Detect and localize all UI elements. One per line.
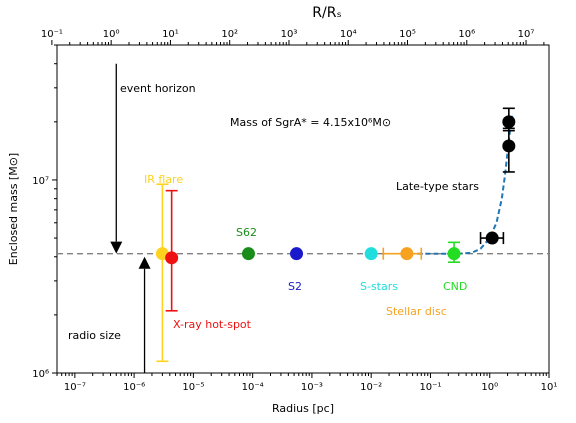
top-tick-label: 10¹ <box>162 29 179 40</box>
x-tick-label: 10⁻⁵ <box>182 382 204 393</box>
top-tick-label: 10⁵ <box>399 29 416 40</box>
label-s2: S2 <box>288 280 302 293</box>
x-tick-label: 10⁻¹ <box>419 382 441 393</box>
label-s-stars: S-stars <box>360 280 398 293</box>
x-tick-label: 10¹ <box>541 382 558 393</box>
arrows <box>110 63 151 373</box>
data-point <box>290 247 304 261</box>
annotation-text: Mass of SgrA* = 4.15x10⁶M⊙ <box>230 116 391 129</box>
x-tick-label: 10⁻⁷ <box>64 382 86 393</box>
model-curve <box>417 115 514 255</box>
data-point <box>364 247 378 261</box>
data-point <box>241 247 255 261</box>
label-radio-size: radio size <box>68 329 121 342</box>
top-tick-label: 10⁻¹ <box>41 29 63 40</box>
data-point <box>165 251 179 265</box>
x-tick-label: 10⁻⁴ <box>242 382 264 393</box>
axis-ticks: 10⁻⁷ 10⁻⁶ 10⁻⁵ 10⁻⁴ 10⁻³ 10⁻² 10⁻¹ 10⁰ 10¹ 10⁻¹ 10… <box>32 29 557 393</box>
x-tick-label: 10⁻³ <box>301 382 323 393</box>
x-tick-label: 10⁻⁶ <box>123 382 145 393</box>
label-event-horizon: event horizon <box>120 82 196 95</box>
data-points <box>155 107 516 363</box>
top-tick-label: 10² <box>221 29 238 40</box>
label-ir-flare: IR flare <box>144 173 183 186</box>
y-tick-label: 10⁷ <box>32 176 49 187</box>
data-point <box>502 115 516 129</box>
top-axis-label: R/Rₛ <box>312 5 341 21</box>
top-tick-label: 10⁰ <box>103 29 120 40</box>
data-point <box>502 139 516 153</box>
x-tick-label: 10⁻² <box>360 382 382 393</box>
arrow-head <box>138 256 151 269</box>
top-tick-label: 10³ <box>281 29 298 40</box>
top-tick-label: 10⁷ <box>518 29 535 40</box>
label-cnd: CND <box>443 280 467 293</box>
top-tick-label: 10⁶ <box>458 29 475 40</box>
data-point <box>400 247 414 261</box>
label-xray-hotspot: X-ray hot-spot <box>173 318 252 331</box>
label-s62: S62 <box>236 226 257 239</box>
label-late-type-stars: Late-type stars <box>396 180 479 193</box>
data-point <box>447 247 461 261</box>
arrow-head <box>110 241 123 254</box>
label-stellar-disc: Stellar disc <box>386 305 447 318</box>
x-tick-label: 10⁰ <box>481 382 498 393</box>
top-tick-label: 10⁴ <box>340 29 357 40</box>
data-point <box>485 231 499 245</box>
y-tick-label: 10⁶ <box>32 369 49 380</box>
y-axis-label: Enclosed mass [M⊙] <box>7 153 20 265</box>
annotation-mass: Mass of SgrA* = 4.15x10⁶M⊙ <box>230 116 391 129</box>
x-axis-label: Radius [pc] <box>272 402 334 415</box>
